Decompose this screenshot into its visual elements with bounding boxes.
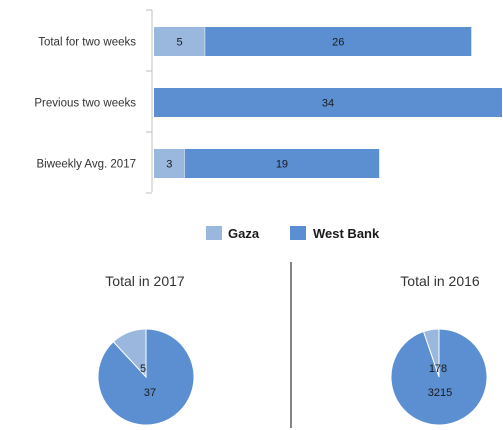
- stacked-bar-chart: Total for two weeks 5 26 Previous two weeks…: [34, 9, 502, 194]
- pie-chart-2016: Total in 2016 178 3215: [390, 273, 488, 426]
- category-label-biweekly-avg-2017: Biweekly Avg. 2017: [36, 159, 136, 171]
- bar-west-bank-total-for-two-weeks: [205, 27, 472, 56]
- pie-label-gaza: 178: [429, 363, 447, 375]
- data-label-west-bank-biweekly-avg-2017: 19: [276, 159, 288, 171]
- data-label-west-bank-previous-two-weeks: 34: [322, 98, 334, 110]
- legend-swatch-gaza: [206, 226, 222, 240]
- pie-slice-west-bank: [97, 328, 195, 426]
- data-label-west-bank-total-for-two-weeks: 26: [332, 37, 344, 49]
- pie-title-2016: Total in 2016: [400, 273, 480, 289]
- legend-swatch-west-bank: [290, 226, 306, 240]
- pie-slice-west-bank: [390, 328, 488, 426]
- bar-gaza-total-for-two-weeks: [154, 27, 206, 56]
- bar-west-bank-biweekly-avg-2017: [184, 149, 380, 178]
- legend-label-west-bank: West Bank: [313, 226, 380, 241]
- pie-title-2017: Total in 2017: [105, 273, 185, 289]
- data-label-gaza-total-for-two-weeks: 5: [177, 37, 183, 49]
- bar-west-bank-previous-two-weeks: [154, 88, 502, 117]
- bar-gaza-biweekly-avg-2017: [154, 149, 185, 178]
- pie-chart-2017: Total in 2017 5 37: [97, 273, 195, 426]
- pie-label-west-bank: 3215: [428, 387, 452, 399]
- category-label-total-for-two-weeks: Total for two weeks: [38, 37, 136, 49]
- legend-label-gaza: Gaza: [228, 226, 260, 241]
- data-label-gaza-biweekly-avg-2017: 3: [166, 159, 172, 171]
- pie-label-gaza: 5: [140, 363, 146, 375]
- legend: Gaza West Bank: [206, 226, 380, 241]
- category-label-previous-two-weeks: Previous two weeks: [34, 98, 136, 110]
- pie-label-west-bank: 37: [144, 387, 156, 399]
